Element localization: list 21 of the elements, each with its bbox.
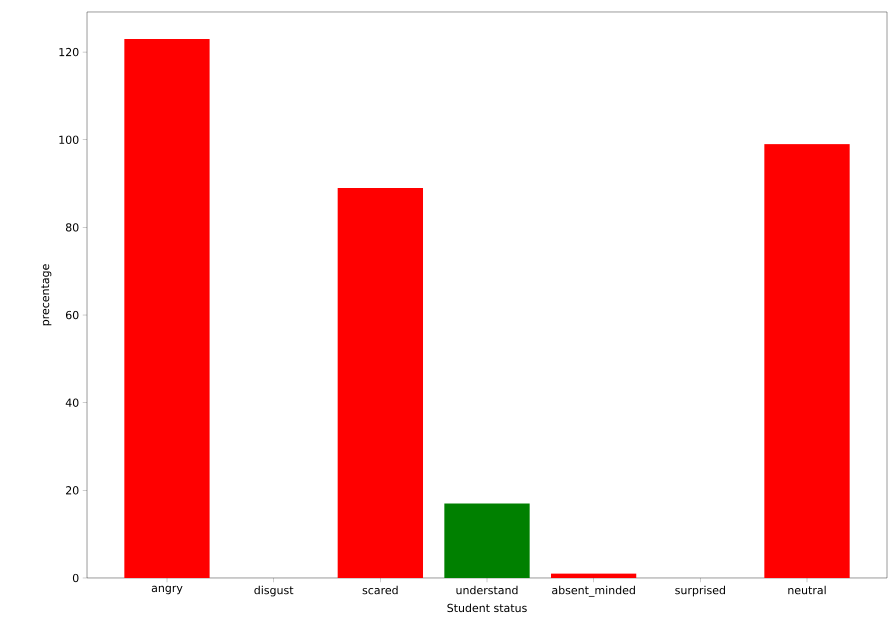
y-tick-label: 60 (66, 310, 78, 320)
x-tick-label: angry (152, 586, 183, 594)
x-tick-label: disgust (254, 586, 294, 596)
y-tick-label: 100 (59, 136, 78, 144)
y-tick-label: 120 (59, 48, 78, 56)
x-tick-label: understand (456, 586, 518, 594)
x-tick-label: surprised (675, 586, 725, 596)
x-tick-label: absent_minded (552, 586, 635, 597)
bar (764, 144, 850, 578)
y-tick-label: 0 (72, 574, 78, 582)
y-tick-label: 80 (66, 223, 78, 232)
x-tick-label: scared (362, 586, 398, 594)
bar (338, 188, 424, 578)
y-axis-title: precentage (41, 264, 52, 326)
x-tick-label: neutral (788, 586, 826, 594)
bar (551, 574, 636, 578)
x-axis-title: Student status (447, 604, 527, 612)
y-tick-label: 40 (66, 398, 78, 407)
bar (124, 38, 210, 578)
y-tick-label: 20 (66, 486, 78, 494)
bar (444, 503, 530, 578)
